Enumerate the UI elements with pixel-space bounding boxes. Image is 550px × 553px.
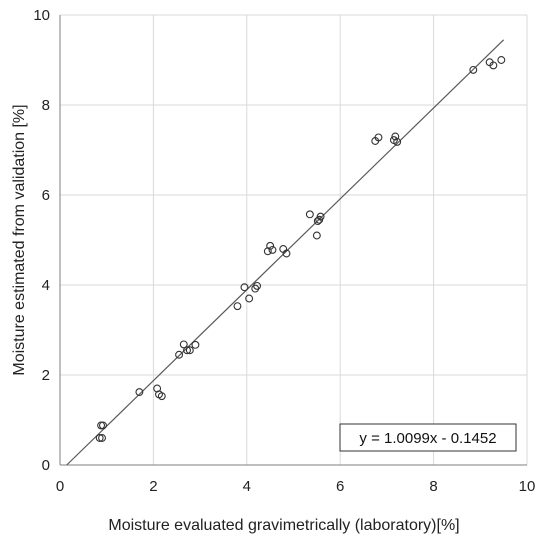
data-point bbox=[393, 137, 402, 146]
data-point bbox=[240, 283, 249, 292]
data-point bbox=[99, 421, 107, 430]
data-point bbox=[282, 249, 291, 258]
data-points bbox=[95, 56, 506, 442]
y-axis-title: Moisture estimated from validation [%] bbox=[11, 104, 28, 375]
axes bbox=[59, 15, 527, 466]
data-point bbox=[253, 281, 262, 290]
data-point bbox=[245, 294, 254, 303]
data-point bbox=[157, 392, 166, 401]
data-point bbox=[305, 210, 314, 219]
equation-box-frame bbox=[339, 423, 517, 452]
data-point bbox=[497, 56, 506, 64]
data-point bbox=[316, 212, 325, 221]
y-tick-label: 0 bbox=[42, 457, 50, 474]
data-point bbox=[266, 241, 275, 250]
data-point bbox=[489, 61, 498, 70]
x-axis-title: Moisture evaluated gravimetrically (labo… bbox=[108, 517, 459, 534]
trendline-equation: y = 1.0099x - 0.1452 bbox=[359, 430, 496, 447]
y-tick-label: 6 bbox=[42, 187, 50, 204]
x-tick-label: 8 bbox=[429, 478, 437, 495]
data-point bbox=[191, 340, 200, 349]
y-tick-label: 8 bbox=[42, 97, 50, 114]
y-tick-label: 4 bbox=[42, 277, 50, 294]
data-point bbox=[469, 65, 478, 74]
x-tick-label: 2 bbox=[149, 478, 157, 495]
data-point bbox=[391, 132, 400, 141]
data-point bbox=[374, 133, 383, 142]
equation-box: y = 1.0099x - 0.1452 bbox=[339, 423, 517, 452]
x-tick-label: 6 bbox=[336, 478, 344, 495]
x-tick-label: 0 bbox=[56, 478, 64, 495]
data-point bbox=[179, 340, 188, 349]
data-point bbox=[183, 346, 191, 355]
x-tick-label: 4 bbox=[243, 478, 251, 495]
data-point bbox=[98, 434, 106, 442]
data-point bbox=[185, 346, 194, 355]
data-point bbox=[312, 231, 321, 240]
grid-lines bbox=[60, 14, 528, 465]
data-point bbox=[95, 434, 104, 442]
y-tick-label: 2 bbox=[42, 367, 50, 384]
data-point bbox=[233, 302, 242, 311]
data-point bbox=[268, 245, 277, 254]
y-tick-labels: 0 2 4 6 8 10 bbox=[33, 7, 50, 474]
x-tick-label: 10 bbox=[519, 478, 536, 495]
x-tick-labels: 0 2 4 6 8 10 bbox=[56, 478, 536, 495]
data-point bbox=[175, 350, 184, 359]
y-tick-label: 10 bbox=[33, 7, 50, 24]
data-point bbox=[135, 388, 144, 397]
